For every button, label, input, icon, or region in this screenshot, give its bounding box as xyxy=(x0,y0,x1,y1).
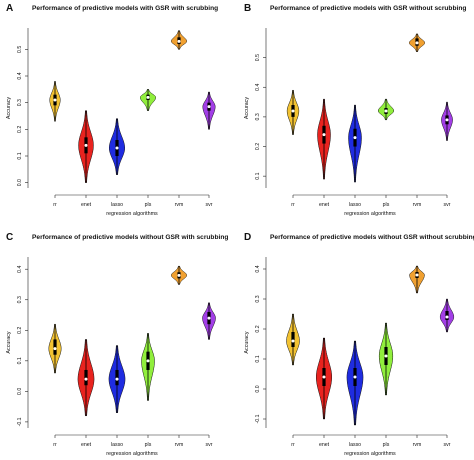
violin-median xyxy=(415,41,419,45)
x-tick-label: pls xyxy=(383,202,390,208)
x-tick-label: rr xyxy=(53,202,57,208)
chart-title: Performance of predictive models without… xyxy=(32,234,228,241)
y-tick-label: 0.1 xyxy=(17,152,23,159)
y-tick-label: 0.2 xyxy=(17,327,23,334)
y-tick-label: 0.3 xyxy=(17,99,23,106)
violin-median xyxy=(353,375,357,379)
violin-median xyxy=(177,39,181,43)
x-tick-label: rvm xyxy=(175,442,184,448)
x-tick-label: rr xyxy=(291,202,295,208)
violin-median xyxy=(291,339,295,343)
violin-median xyxy=(115,377,119,381)
x-tick-label: enet xyxy=(319,202,330,208)
y-tick-label: 0.1 xyxy=(255,355,261,362)
x-tick-label: pls xyxy=(145,202,152,208)
y-tick-label: 0.4 xyxy=(255,84,261,91)
x-tick-label: enet xyxy=(81,442,92,448)
y-tick-label: 0.2 xyxy=(255,143,261,150)
panel-label: D xyxy=(244,232,251,243)
x-axis-label: regression algorithms xyxy=(106,451,158,457)
x-tick-label: lasso xyxy=(111,442,123,448)
violin-median xyxy=(207,316,211,320)
panel-label: A xyxy=(6,3,13,14)
chart-panel-d: D Performance of predictive models withou… xyxy=(244,232,474,457)
y-tick-label: 0.0 xyxy=(17,179,23,186)
y-axis-label: Accuracy xyxy=(6,331,12,353)
y-tick-label: 0.4 xyxy=(255,265,261,272)
y-axis-label: Accuracy xyxy=(244,331,250,353)
violin-iqr-box xyxy=(53,339,57,355)
violin-median xyxy=(53,98,57,102)
y-tick-label: -0.1 xyxy=(255,414,261,423)
violin-iqr-box xyxy=(115,369,119,386)
violin-median xyxy=(322,133,326,137)
x-tick-label: svr xyxy=(444,202,451,208)
y-tick-label: -0.1 xyxy=(17,417,23,426)
violin-median xyxy=(146,95,150,99)
violin-median xyxy=(146,359,150,363)
y-tick-label: 0.2 xyxy=(255,325,261,332)
x-tick-label: pls xyxy=(145,442,152,448)
y-tick-label: 0.1 xyxy=(255,172,261,179)
y-axis-label: Accuracy xyxy=(6,97,12,119)
x-tick-label: svr xyxy=(444,442,451,448)
y-tick-label: 0.4 xyxy=(17,72,23,79)
chart-panel-b: B Performance of predictive models with G… xyxy=(244,3,466,217)
panel-label: C xyxy=(6,232,13,243)
chart-title: Performance of predictive models without… xyxy=(270,234,474,241)
violin-median xyxy=(115,146,119,150)
x-tick-label: enet xyxy=(81,202,92,208)
violin-iqr-box xyxy=(84,369,88,386)
violin-median xyxy=(384,109,388,113)
x-axis-label: regression algorithms xyxy=(344,211,396,217)
violin-median xyxy=(53,347,57,351)
chart-panel-a: A Performance of predictive models with G… xyxy=(6,3,218,217)
x-tick-label: lasso xyxy=(349,202,361,208)
y-tick-label: 0.4 xyxy=(17,265,23,272)
x-tick-label: pls xyxy=(383,442,390,448)
x-axis-label: regression algorithms xyxy=(106,211,158,217)
x-tick-label: enet xyxy=(319,442,330,448)
y-tick-label: 0.0 xyxy=(255,385,261,392)
x-tick-label: svr xyxy=(206,202,213,208)
violin-median xyxy=(384,354,388,358)
panel-label: B xyxy=(244,3,251,14)
y-tick-label: 0.5 xyxy=(17,46,23,53)
chart-title: Performance of predictive models with GS… xyxy=(270,5,466,12)
violin-median xyxy=(207,105,211,109)
violin-median xyxy=(84,377,88,381)
violin-median xyxy=(415,273,419,277)
violin-median xyxy=(445,315,449,319)
violin-median xyxy=(445,118,449,122)
x-axis-label: regression algorithms xyxy=(344,451,396,457)
violin-median xyxy=(322,375,326,379)
y-tick-label: 0.3 xyxy=(255,113,261,120)
x-tick-label: rr xyxy=(291,442,295,448)
y-tick-label: 0.1 xyxy=(17,357,23,364)
x-tick-label: rr xyxy=(53,442,57,448)
x-tick-label: rvm xyxy=(413,202,422,208)
violin-median xyxy=(177,273,181,277)
violin-median xyxy=(353,136,357,140)
chart-title: Performance of predictive models with GS… xyxy=(32,5,218,12)
y-tick-label: 0.2 xyxy=(17,126,23,133)
chart-panel-c: C Performance of predictive models withou… xyxy=(6,232,228,457)
x-tick-label: lasso xyxy=(349,442,361,448)
x-tick-label: rvm xyxy=(175,202,184,208)
y-tick-label: 0.5 xyxy=(255,54,261,61)
x-tick-label: svr xyxy=(206,442,213,448)
y-axis-label: Accuracy xyxy=(244,97,250,119)
y-tick-label: 0.3 xyxy=(17,296,23,303)
violin-median xyxy=(84,143,88,147)
violin-median xyxy=(291,109,295,113)
x-tick-label: lasso xyxy=(111,202,123,208)
y-tick-label: 0.3 xyxy=(255,295,261,302)
x-tick-label: rvm xyxy=(413,442,422,448)
y-tick-label: 0.0 xyxy=(17,388,23,395)
